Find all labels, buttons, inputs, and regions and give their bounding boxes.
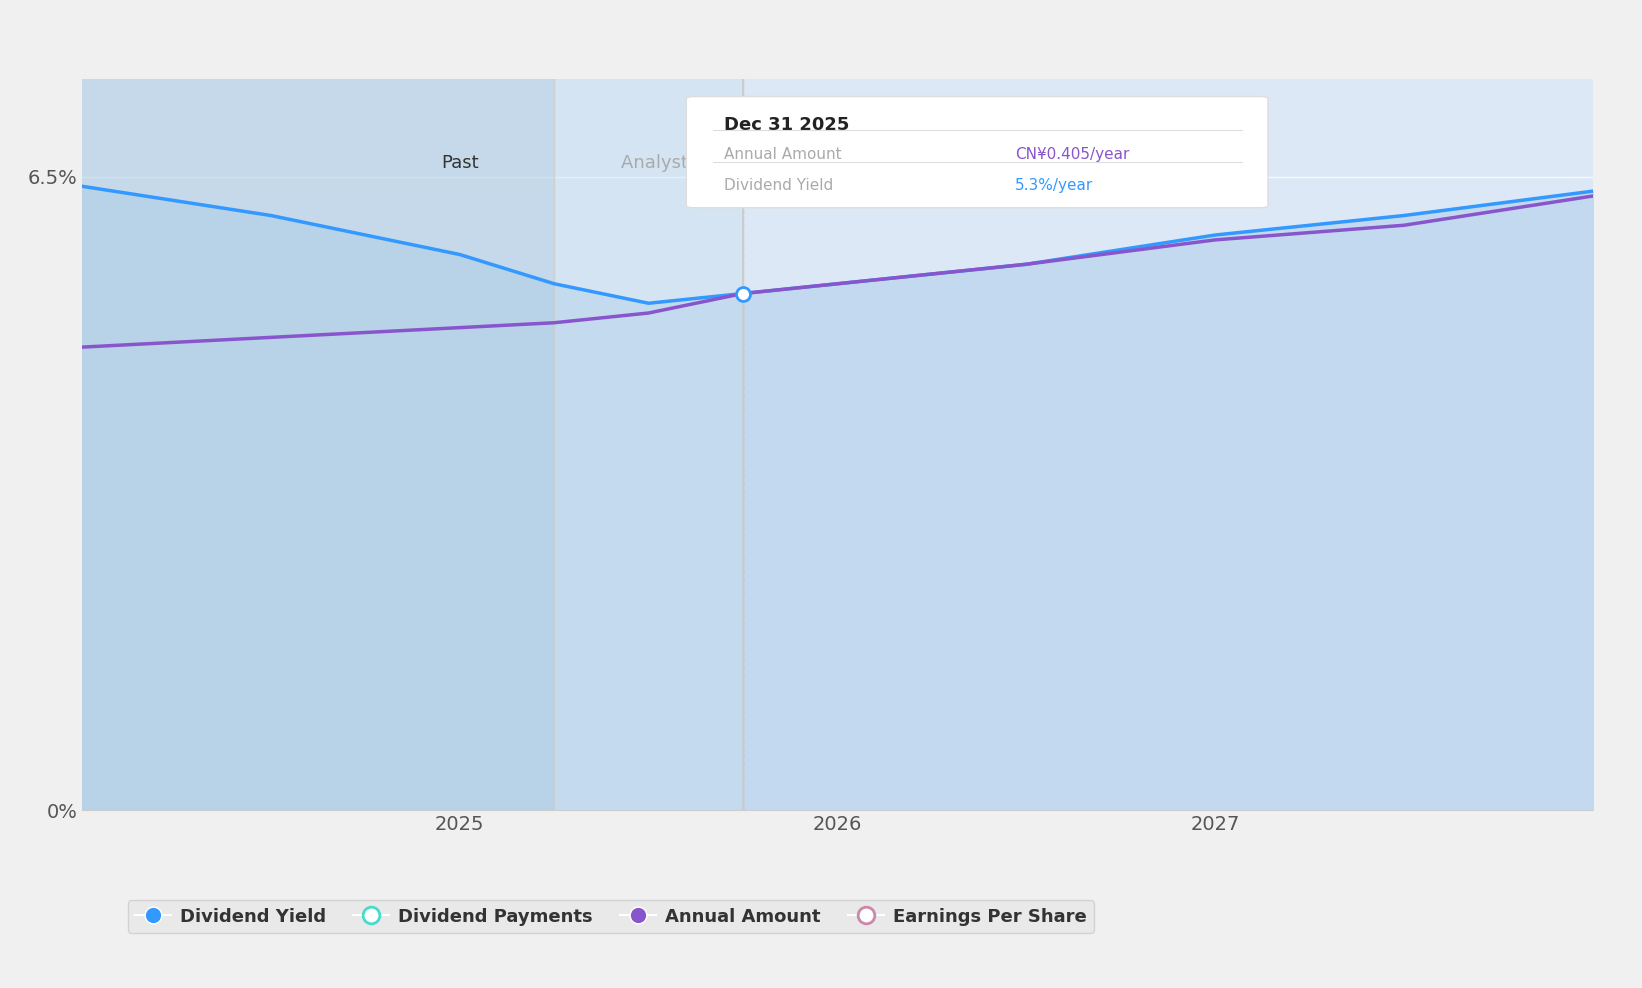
Text: CN¥0.405/year: CN¥0.405/year: [1015, 147, 1130, 162]
Text: Past: Past: [442, 154, 478, 172]
Bar: [553, 79, 742, 810]
Bar: [82, 79, 553, 810]
FancyBboxPatch shape: [686, 97, 1268, 207]
Text: Annual Amount: Annual Amount: [724, 147, 842, 162]
Text: Analysts Forecasts: Analysts Forecasts: [621, 154, 790, 172]
Text: Dividend Yield: Dividend Yield: [724, 179, 834, 194]
Text: Dec 31 2025: Dec 31 2025: [724, 116, 849, 134]
Text: 5.3%/year: 5.3%/year: [1015, 179, 1094, 194]
Legend: Dividend Yield, Dividend Payments, Annual Amount, Earnings Per Share: Dividend Yield, Dividend Payments, Annua…: [128, 900, 1094, 933]
